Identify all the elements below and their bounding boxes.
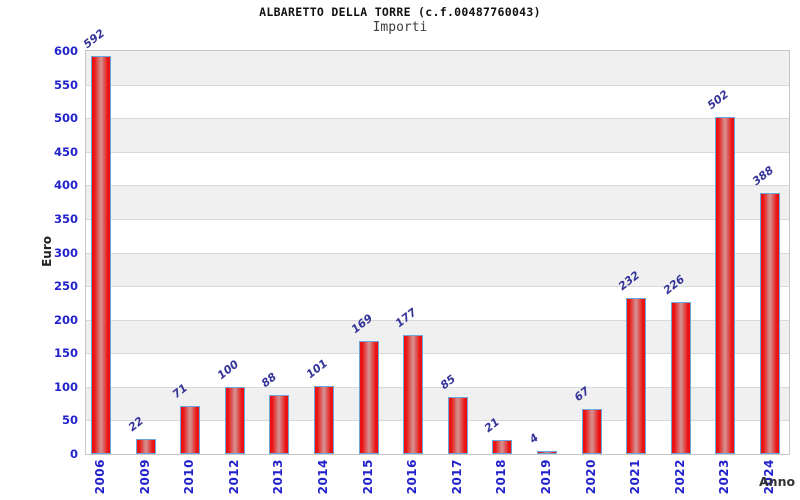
plot-band [86, 151, 789, 186]
plot-band [86, 118, 789, 152]
y-tick-label: 0 [69, 447, 78, 461]
bar-2014 [314, 386, 334, 454]
bar-2018 [492, 439, 513, 454]
bar-2017 [447, 396, 468, 454]
x-axis-label: Anno [759, 474, 796, 489]
gridline [86, 218, 789, 220]
bar-2023 [715, 116, 736, 454]
x-tick-label: 2017 [449, 459, 464, 495]
y-tick-label: 100 [53, 379, 78, 394]
x-tick-label: 2010 [182, 459, 197, 495]
gridline [86, 252, 789, 254]
plot-band [86, 252, 789, 287]
y-tick-label: 150 [53, 346, 78, 361]
chart-subtitle: Importi [372, 20, 428, 35]
x-tick-label: 2013 [271, 459, 286, 495]
bar-2015 [358, 340, 379, 454]
bar-2009 [135, 439, 156, 454]
gridline [86, 353, 789, 355]
x-tick-label: 2009 [137, 459, 152, 495]
y-tick-label: 200 [53, 312, 78, 327]
x-tick-label: 2016 [405, 459, 420, 495]
gridline [86, 286, 789, 288]
bar-2010 [180, 406, 201, 454]
y-tick-label: 50 [61, 413, 78, 428]
x-tick-label: 2006 [93, 459, 107, 495]
x-tick-label: 2022 [672, 459, 687, 495]
plot-band [86, 218, 789, 253]
y-tick-label: 400 [53, 178, 78, 193]
x-tick-label: 2023 [717, 459, 732, 495]
y-tick-label: 500 [53, 111, 78, 126]
x-tick-label: 2018 [494, 459, 509, 495]
bar-2006 [91, 56, 111, 454]
y-tick-label: 600 [53, 44, 78, 58]
x-tick-label: 2012 [226, 459, 241, 495]
y-tick-label: 550 [53, 77, 78, 92]
y-tick-label: 450 [53, 144, 78, 159]
y-tick-label: 300 [53, 245, 78, 260]
bar-2019 [537, 451, 557, 454]
gridline [86, 420, 789, 422]
chart-title: ALBARETTO DELLA TORRE (c.f.00487760043) [259, 5, 541, 19]
bar-2024 [760, 193, 780, 454]
x-tick-label: 2020 [583, 459, 598, 495]
y-tick-label: 250 [53, 279, 78, 294]
plot-area: 592 22 71 100 88 101 169 177 85 21 4 67 232 226 502 388 [81, 27, 790, 455]
bar-2022 [670, 302, 691, 454]
gridline [86, 118, 789, 120]
plot-band [86, 185, 789, 219]
x-tick-label: 2019 [539, 459, 553, 495]
x-tick-label: 2021 [628, 459, 643, 495]
gridline [86, 185, 789, 187]
gridline [86, 151, 789, 153]
gridline [86, 319, 789, 321]
bar-2012 [224, 386, 245, 454]
plot-band [86, 84, 789, 119]
bar-2013 [269, 394, 290, 454]
gridline [86, 386, 789, 388]
x-tick-label: 2014 [316, 459, 330, 495]
x-tick-label: 2015 [360, 459, 375, 495]
plot-band [86, 51, 789, 85]
bar-2020 [581, 409, 602, 454]
bar-2021 [626, 298, 647, 454]
bar-2016 [403, 335, 424, 454]
gridline [86, 84, 789, 86]
y-tick-label: 350 [53, 211, 78, 226]
